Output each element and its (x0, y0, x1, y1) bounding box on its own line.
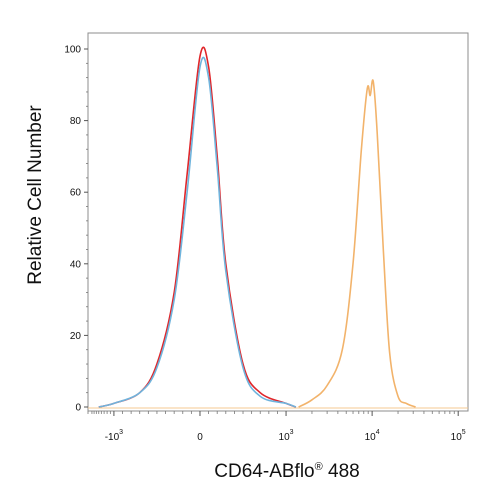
y-tick-label: 100 (64, 45, 81, 56)
x-tick-exponent: 5 (462, 429, 466, 436)
histogram-series-2 (298, 79, 416, 408)
x-axis-label-channel: 488 (328, 461, 360, 482)
x-tick-label: -103 (105, 429, 123, 443)
y-tick-label: 0 (75, 403, 81, 414)
x-tick-label: 105 (451, 429, 466, 443)
x-axis-label-registered-mark: ® (314, 461, 323, 473)
x-tick-exponent: 3 (290, 429, 294, 436)
x-tick-exponent: 4 (376, 429, 380, 436)
y-axis-ticks: 0 20 40 60 80 100 (64, 45, 88, 414)
y-tick-label: 40 (70, 259, 82, 270)
y-tick-label: 20 (70, 331, 82, 342)
x-axis-label-text: CD64-ABflo (214, 461, 315, 482)
x-tick-exponent: 3 (119, 429, 123, 436)
histogram-curves (88, 46, 468, 409)
x-tick-label: 103 (279, 429, 294, 443)
x-axis-ticks: -103 0 103 104 105 (87, 411, 466, 443)
x-tick-label: 0 (197, 432, 203, 443)
x-axis-label: CD64-ABflo® 488 (214, 461, 359, 483)
histogram-series-0 (98, 46, 297, 408)
y-axis-label: Relative Cell Number (25, 105, 46, 285)
x-tick-label: 104 (365, 429, 380, 443)
y-tick-label: 80 (70, 116, 82, 127)
y-tick-label: 60 (70, 188, 82, 199)
plot-frame (87, 32, 469, 412)
histogram-series-1 (98, 56, 297, 408)
